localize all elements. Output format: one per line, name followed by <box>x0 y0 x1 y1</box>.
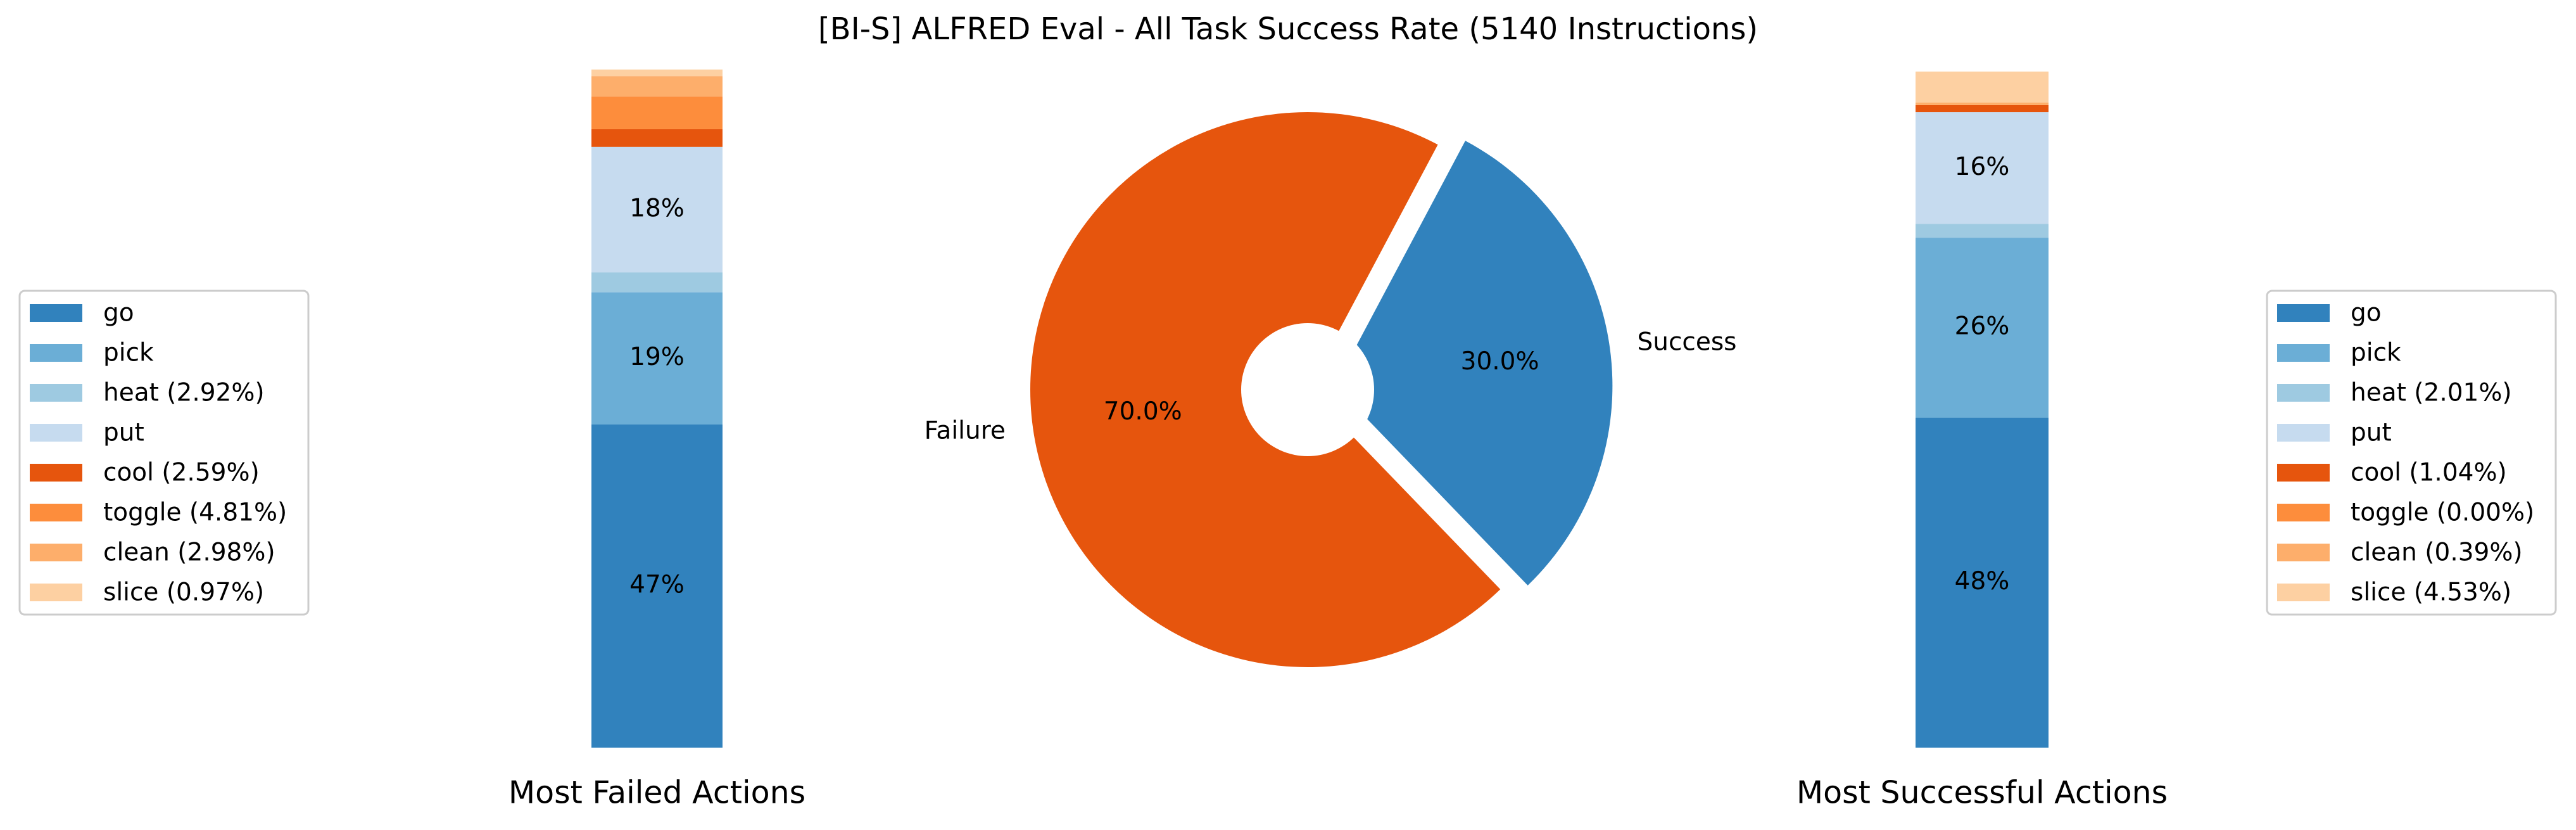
legend-swatch <box>30 304 82 322</box>
legend-label: heat (2.01%) <box>2351 379 2512 407</box>
bar-segment <box>1916 102 2049 105</box>
category-label: Failure <box>925 417 1006 445</box>
legend-label: slice (4.53%) <box>2351 578 2511 607</box>
legend-swatch <box>30 344 82 362</box>
legend-label: toggle (0.00%) <box>2351 499 2534 527</box>
bar-segment <box>591 69 723 77</box>
legend: go pick heat (2.92%) put cool (2.59%) toggle … <box>18 290 310 616</box>
pie-wedge <box>1335 141 1613 585</box>
value-label: 70.0% <box>1104 397 1182 426</box>
bar-segment <box>591 96 723 129</box>
legend-swatch <box>2277 424 2330 442</box>
legend-swatch <box>30 584 82 601</box>
legend-frame <box>18 290 310 616</box>
bar-segment <box>591 292 723 425</box>
bar-segment <box>1916 418 2049 748</box>
bar-segment <box>591 146 723 272</box>
legend-label: pick <box>103 339 154 367</box>
legend-label: go <box>103 299 134 328</box>
value-label: 47% <box>629 570 685 599</box>
x-axis-label: Most Successful Actions <box>1796 775 2168 811</box>
category-label: Success <box>1637 328 1736 356</box>
bar-segment <box>591 272 723 293</box>
legend-label: go <box>2351 299 2382 328</box>
legend-swatch <box>2277 344 2330 362</box>
legend-swatch <box>2277 464 2330 482</box>
chart-title: [BI-S] ALFRED Eval - All Task Success Ra… <box>818 11 1758 47</box>
value-label: 18% <box>629 194 685 222</box>
legend-swatch <box>30 464 82 482</box>
value-label: 16% <box>1955 153 2010 181</box>
bar-segment <box>591 129 723 147</box>
bar-segment <box>1916 71 2049 103</box>
legend-swatch <box>2277 504 2330 521</box>
legend-label: toggle (4.81%) <box>103 499 287 527</box>
bar-segment <box>1916 105 2049 113</box>
legend-label: clean (0.39%) <box>2351 539 2523 567</box>
legend-label: put <box>2351 419 2392 447</box>
legend-label: cool (2.59%) <box>103 459 260 487</box>
bar-segment <box>591 424 723 748</box>
value-label: 19% <box>629 343 685 371</box>
legend-label: slice (0.97%) <box>103 578 264 607</box>
legend-swatch <box>30 384 82 402</box>
legend-swatch <box>30 424 82 442</box>
pie-hole <box>1241 323 1374 456</box>
legend-label: clean (2.98%) <box>103 539 275 567</box>
legend-label: cool (1.04%) <box>2351 459 2507 487</box>
legend-swatch <box>2277 304 2330 322</box>
bar-segment <box>1916 224 2049 238</box>
legend-swatch <box>30 504 82 521</box>
legend-swatch <box>30 544 82 561</box>
value-label: 26% <box>1955 312 2010 341</box>
legend-label: heat (2.92%) <box>103 379 265 407</box>
x-axis-label: Most Failed Actions <box>508 775 805 811</box>
bar-segment <box>591 76 723 97</box>
legend: go pick heat (2.01%) put cool (1.04%) toggle … <box>2266 290 2557 616</box>
value-label: 48% <box>1955 567 2010 596</box>
bar-segment <box>1916 238 2049 418</box>
legend-swatch <box>2277 544 2330 561</box>
value-label: 30.0% <box>1461 347 1539 376</box>
legend-label: put <box>103 419 144 447</box>
legend-swatch <box>2277 584 2330 601</box>
bar-segment <box>1916 112 2049 224</box>
legend-label: pick <box>2351 339 2401 367</box>
legend-swatch <box>2277 384 2330 402</box>
legend-frame <box>2266 290 2557 616</box>
